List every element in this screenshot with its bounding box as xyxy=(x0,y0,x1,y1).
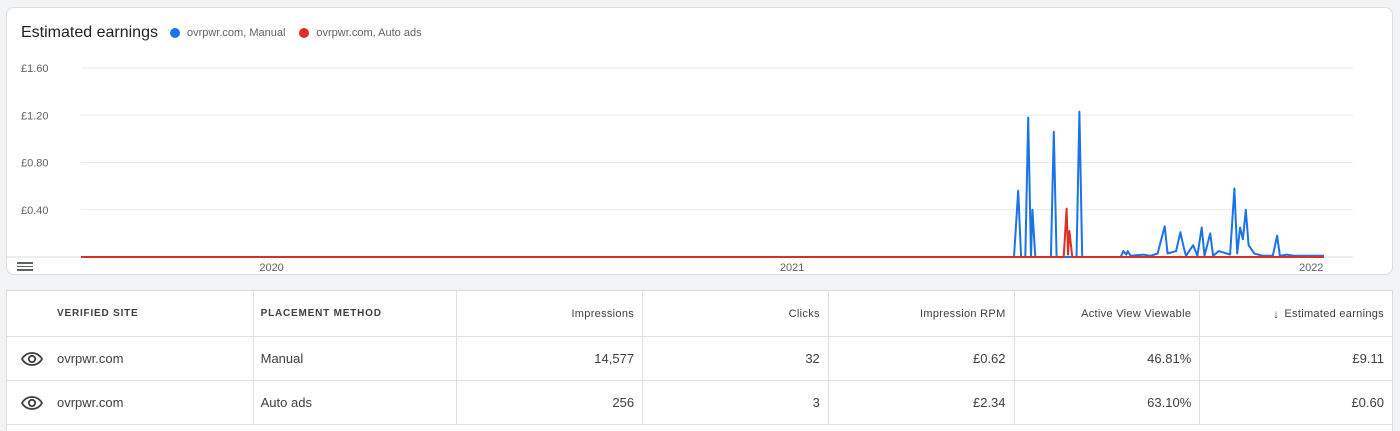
eye-icon-svg xyxy=(21,395,43,410)
header-placement-method-label: PLACEMENT METHOD xyxy=(260,308,382,319)
header-impressions-label: Impressions xyxy=(571,307,635,320)
menu-icon-bar xyxy=(17,262,33,264)
menu-icon-bar xyxy=(17,269,33,271)
legend-item-manual[interactable]: ovrpwr.com, Manual xyxy=(169,27,286,39)
sort-down-icon: ↓ xyxy=(1273,306,1280,321)
header-clicks-label: Clicks xyxy=(788,307,820,320)
chart-title: Estimated earnings xyxy=(21,24,158,41)
header-active-view-viewable-label: Active View Viewable xyxy=(1081,307,1192,320)
earnings-chart-card: Estimated earnings ovrpwr.com, Manual ov… xyxy=(6,7,1393,275)
header-estimated-earnings[interactable]: ↓ Estimated earnings xyxy=(1200,291,1392,336)
cell-estimated-earnings: £9.11 xyxy=(1352,351,1384,366)
eye-icon[interactable] xyxy=(7,351,57,367)
eye-icon-svg xyxy=(21,351,43,366)
y-tick-label: £1.20 xyxy=(21,110,49,122)
legend-dot-auto-ads xyxy=(299,28,310,38)
cell-impressions: 256 xyxy=(457,381,644,424)
header-clicks[interactable]: Clicks xyxy=(643,291,829,336)
cell-active-view-viewable: 63.10% xyxy=(1015,381,1201,424)
y-tick-label: £0.80 xyxy=(21,158,49,170)
menu-icon-bar xyxy=(17,265,33,268)
header-active-view-viewable[interactable]: Active View Viewable xyxy=(1015,291,1201,336)
legend-label-manual: ovrpwr.com, Manual xyxy=(186,27,286,39)
eye-icon[interactable] xyxy=(7,395,57,411)
header-placement-method[interactable]: PLACEMENT METHOD xyxy=(254,291,458,336)
cell-placement-method: Auto ads xyxy=(254,381,458,424)
site-name: ovrpwr.com xyxy=(57,395,124,410)
header-impression-rpm[interactable]: Impression RPM xyxy=(829,291,1015,336)
header-verified-site-label: VERIFIED SITE xyxy=(57,308,139,319)
site-name: ovrpwr.com xyxy=(57,351,124,366)
earnings-line-chart: £1.60 £1.20 £0.80 £0.40 2020 2021 2022 xyxy=(7,63,1353,274)
header-verified-site[interactable]: VERIFIED SITE xyxy=(7,291,254,336)
x-tick-label: 2022 xyxy=(1299,262,1323,274)
cell-verified-site: ovrpwr.com xyxy=(7,381,254,424)
x-tick-label: 2021 xyxy=(780,262,804,274)
cell-impression-rpm: £2.34 xyxy=(829,381,1015,424)
header-impressions[interactable]: Impressions xyxy=(457,291,644,336)
menu-icon[interactable] xyxy=(17,260,33,274)
header-impression-rpm-label: Impression RPM xyxy=(920,307,1006,320)
cell-verified-site: ovrpwr.com xyxy=(7,337,254,380)
legend-label-auto-ads: ovrpwr.com, Auto ads xyxy=(316,27,422,39)
cell-placement-method: Manual xyxy=(254,337,458,380)
y-tick-label: £1.60 xyxy=(21,63,49,75)
legend-dot-manual xyxy=(169,28,180,38)
header-estimated-earnings-label: Estimated earnings xyxy=(1284,307,1384,320)
y-tick-label: £0.40 xyxy=(21,205,49,217)
cell-clicks: 32 xyxy=(643,337,829,380)
table-header-row: VERIFIED SITE PLACEMENT METHOD Impressio… xyxy=(7,291,1392,337)
cell-active-view-viewable: 46.81% xyxy=(1015,337,1201,380)
cell-clicks: 3 xyxy=(643,381,829,424)
series-line-manual xyxy=(81,110,1324,258)
earnings-table: VERIFIED SITE PLACEMENT METHOD Impressio… xyxy=(6,290,1393,431)
legend-item-auto-ads[interactable]: ovrpwr.com, Auto ads xyxy=(299,27,422,39)
series-line-auto-ads xyxy=(81,207,1324,258)
cell-impressions: 14,577 xyxy=(457,337,644,380)
table-row: ovrpwr.com Manual 14,577 32 £0.62 46.81%… xyxy=(7,337,1392,381)
cell-impression-rpm: £0.62 xyxy=(829,337,1015,380)
chart-header: Estimated earnings ovrpwr.com, Manual ov… xyxy=(21,22,436,44)
x-tick-label: 2020 xyxy=(259,262,283,274)
table-row: ovrpwr.com Auto ads 256 3 £2.34 63.10% £… xyxy=(7,381,1392,425)
cell-estimated-earnings: £0.60 xyxy=(1351,395,1384,410)
